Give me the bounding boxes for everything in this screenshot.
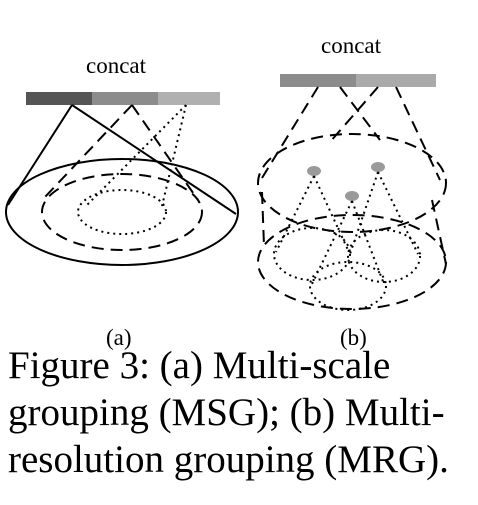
panel-b-bar-segment-2 bbox=[356, 74, 436, 87]
panel-b-dotted-2a bbox=[349, 171, 379, 255]
panel-b-dotted-1a bbox=[275, 175, 315, 253]
panel-a-bar-segment-2 bbox=[92, 92, 158, 105]
panel-b-local-circle-right bbox=[347, 229, 421, 283]
panel-a: concat (a) bbox=[5, 53, 239, 350]
panel-b-local-circle-left bbox=[273, 227, 351, 281]
panel-b-dashed-cone-3 bbox=[329, 86, 379, 143]
caption-line-2: grouping (MSG); (b) Multi- bbox=[8, 391, 445, 434]
panel-a-concat-label: concat bbox=[86, 53, 147, 78]
panel-a-solid-cone-right bbox=[71, 104, 237, 215]
panel-a-dashed-cone-right bbox=[131, 104, 199, 201]
panel-b-bar-segment-1 bbox=[280, 74, 356, 87]
figure-caption: Figure 3: (a) Multi-scale grouping (MSG)… bbox=[8, 342, 470, 483]
panel-b-dotted-3a bbox=[311, 200, 353, 285]
panel-b-local-circle-bottom bbox=[309, 261, 387, 311]
panel-a-inner-scale-circle bbox=[77, 189, 167, 235]
panel-b-concat-label: concat bbox=[321, 33, 382, 58]
panel-b-dashed-cone-4 bbox=[339, 86, 381, 141]
panel-b-dashed-cone-2 bbox=[395, 86, 441, 181]
panel-a-dashed-cone-left bbox=[43, 104, 133, 199]
panel-a-sublabel: (a) bbox=[106, 325, 132, 350]
panel-b-sample-point-1 bbox=[307, 166, 321, 176]
panel-b-sample-point-2 bbox=[371, 162, 385, 172]
panel-a-dotted-cone-left bbox=[85, 104, 187, 207]
panel-a-concat-bar bbox=[26, 92, 220, 105]
caption-line-3: resolution grouping (MRG). bbox=[8, 438, 449, 481]
panel-b: concat (b) bbox=[257, 33, 447, 350]
panel-a-bar-segment-1 bbox=[26, 92, 92, 105]
panel-a-solid-cone-left bbox=[7, 104, 73, 206]
figure-3: concat (a) concat bbox=[5, 33, 447, 350]
panel-b-sample-point-3 bbox=[345, 191, 359, 201]
panel-a-outer-scale-circle bbox=[5, 158, 239, 266]
panel-b-sublabel: (b) bbox=[340, 325, 367, 350]
panel-b-dotted-1b bbox=[313, 175, 349, 251]
panel-a-middle-scale-circle bbox=[41, 173, 203, 251]
panel-b-upper-level-circle bbox=[257, 133, 447, 233]
panel-b-concat-bar bbox=[280, 74, 436, 87]
caption-line-1: Figure 3: (a) Multi-scale bbox=[8, 344, 391, 387]
panel-a-bar-segment-3 bbox=[158, 92, 220, 105]
panel-a-dotted-cone-right bbox=[161, 104, 187, 207]
panel-b-dashed-cone-1 bbox=[261, 86, 319, 179]
panel-b-dashed-link-right bbox=[431, 199, 447, 265]
panel-b-dashed-link-left bbox=[261, 191, 265, 247]
panel-b-dotted-2b bbox=[377, 171, 419, 255]
